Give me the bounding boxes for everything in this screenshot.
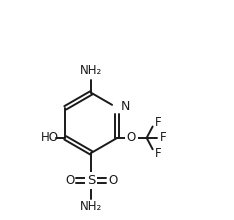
- Text: NH₂: NH₂: [80, 200, 102, 213]
- Text: F: F: [155, 116, 161, 129]
- Text: O: O: [108, 174, 117, 187]
- Text: NH₂: NH₂: [80, 64, 102, 77]
- Text: F: F: [160, 131, 167, 144]
- Text: F: F: [155, 147, 161, 160]
- Text: HO: HO: [41, 131, 58, 144]
- Text: O: O: [65, 174, 74, 187]
- Text: O: O: [127, 131, 136, 144]
- Text: N: N: [121, 100, 131, 113]
- Text: S: S: [87, 174, 95, 187]
